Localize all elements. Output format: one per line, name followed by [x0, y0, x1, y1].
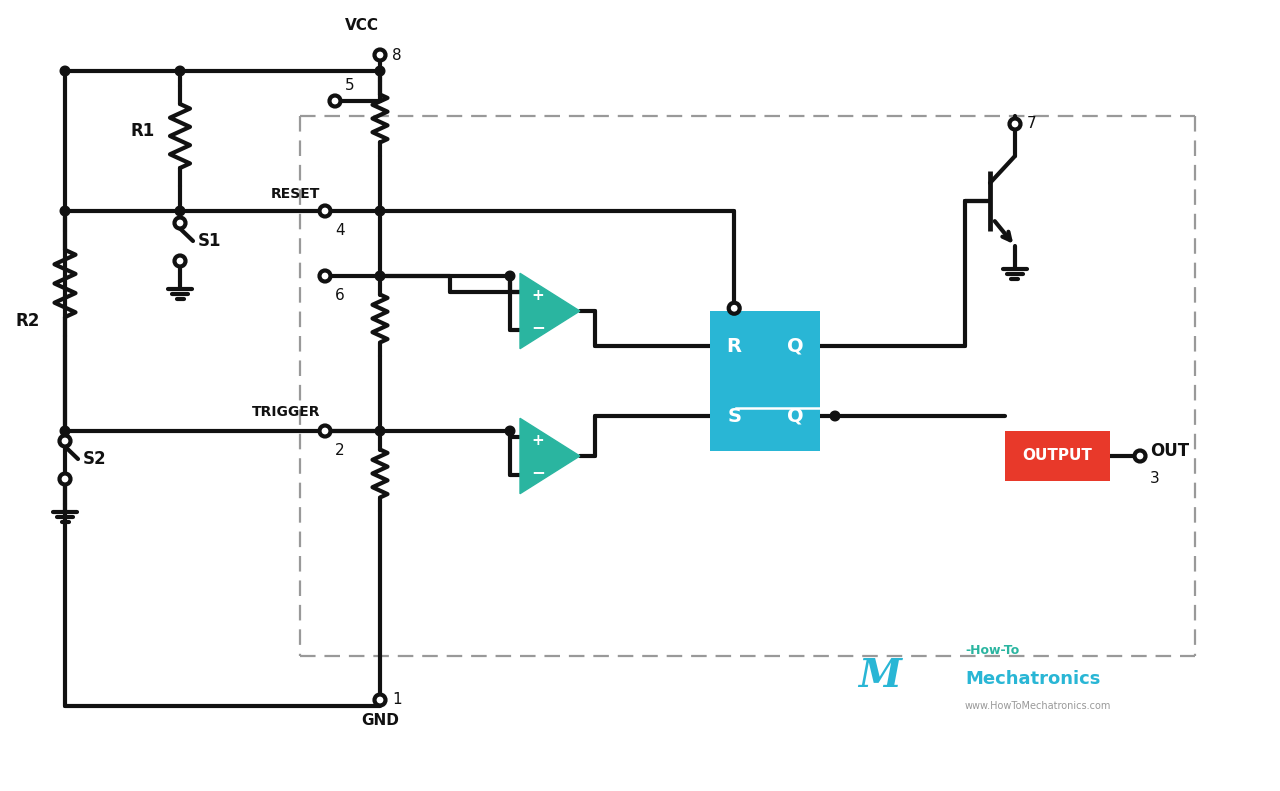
Text: TRIGGER: TRIGGER: [251, 405, 320, 419]
Text: S1: S1: [198, 232, 221, 250]
Circle shape: [60, 206, 70, 216]
Text: 3: 3: [1149, 471, 1160, 486]
Text: 8: 8: [392, 47, 402, 62]
Circle shape: [329, 96, 340, 107]
Circle shape: [831, 411, 840, 421]
Circle shape: [320, 426, 330, 437]
Circle shape: [375, 66, 385, 76]
Circle shape: [375, 426, 385, 436]
Circle shape: [60, 426, 70, 436]
Circle shape: [375, 271, 385, 281]
Text: OUT: OUT: [1149, 442, 1189, 460]
Text: 7: 7: [1027, 116, 1037, 131]
Circle shape: [174, 255, 186, 267]
Text: Mechatronics: Mechatronics: [965, 670, 1101, 688]
Circle shape: [175, 66, 184, 76]
Circle shape: [1134, 451, 1146, 461]
Text: +: +: [531, 433, 544, 448]
Circle shape: [375, 206, 385, 216]
Circle shape: [175, 206, 184, 216]
Text: M: M: [859, 657, 901, 695]
Text: −: −: [531, 318, 545, 335]
Text: −: −: [531, 463, 545, 481]
Text: S: S: [727, 407, 741, 426]
Text: 4: 4: [335, 223, 344, 238]
Text: S2: S2: [83, 450, 106, 468]
Circle shape: [320, 206, 330, 217]
Text: www.HowToMechatronics.com: www.HowToMechatronics.com: [965, 701, 1111, 711]
Text: 6: 6: [335, 288, 344, 303]
FancyBboxPatch shape: [710, 311, 820, 451]
Text: R1: R1: [131, 122, 155, 140]
Text: VCC: VCC: [346, 18, 379, 33]
Text: R: R: [727, 336, 741, 355]
Polygon shape: [520, 274, 580, 349]
Circle shape: [59, 436, 70, 446]
Circle shape: [59, 474, 70, 485]
Polygon shape: [520, 418, 580, 494]
Text: -How-To: -How-To: [965, 645, 1019, 657]
Circle shape: [506, 271, 515, 281]
Text: R2: R2: [15, 312, 40, 330]
Text: 5: 5: [346, 78, 355, 93]
Text: Q: Q: [787, 407, 804, 426]
Text: RESET: RESET: [270, 187, 320, 201]
Circle shape: [728, 303, 740, 314]
Text: Q: Q: [787, 336, 804, 355]
Circle shape: [174, 218, 186, 229]
Circle shape: [320, 271, 330, 282]
Circle shape: [60, 66, 70, 76]
Circle shape: [506, 426, 515, 436]
Circle shape: [375, 694, 385, 706]
FancyBboxPatch shape: [1005, 431, 1110, 481]
Text: 2: 2: [335, 443, 344, 458]
Text: OUTPUT: OUTPUT: [1023, 448, 1092, 464]
Text: +: +: [531, 288, 544, 303]
Circle shape: [375, 50, 385, 60]
Text: GND: GND: [361, 713, 399, 728]
Circle shape: [1010, 119, 1020, 130]
Text: 1: 1: [392, 692, 402, 707]
